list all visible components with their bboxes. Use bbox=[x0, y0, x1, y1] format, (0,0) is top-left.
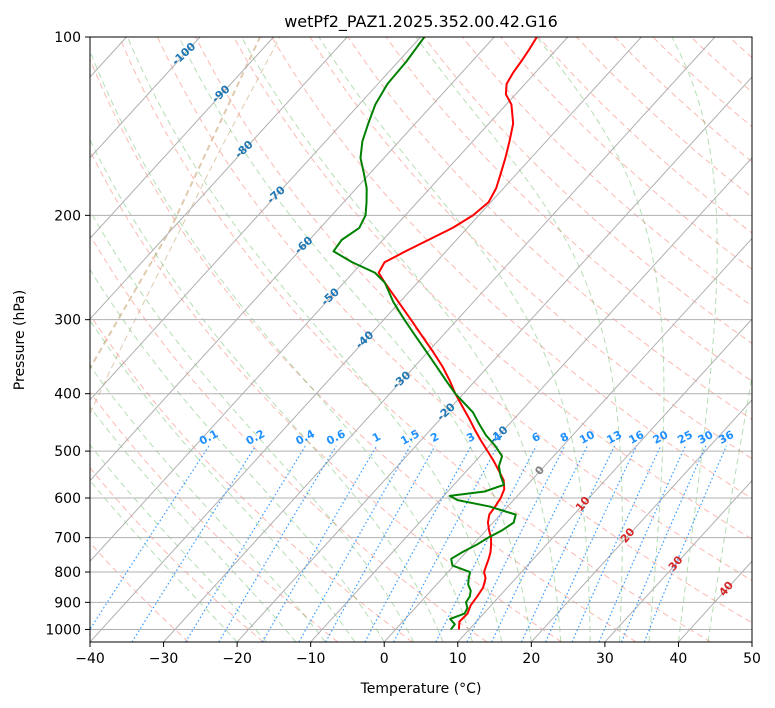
grid-layer bbox=[90, 37, 752, 642]
decorative-arc bbox=[90, 37, 261, 371]
isotherm-grid-line bbox=[604, 479, 752, 642]
mixing-ratio-line bbox=[131, 445, 257, 642]
isotherm-grid-line bbox=[90, 37, 495, 482]
isotherm-grid-line bbox=[163, 37, 716, 642]
y-tick-label: 100 bbox=[54, 30, 81, 46]
mixing-ratio-line bbox=[325, 445, 436, 642]
dry-adiabat-line bbox=[90, 149, 562, 642]
isotherm-grid-line bbox=[310, 156, 752, 642]
mixing-ratio-line bbox=[620, 445, 707, 642]
x-tick-label: 50 bbox=[743, 651, 761, 667]
mixing-ratio-line bbox=[261, 445, 378, 642]
dry-adiabat-line bbox=[90, 391, 339, 642]
mixing-ratio-line bbox=[90, 445, 210, 631]
x-tick-label: −30 bbox=[149, 651, 179, 667]
mixing-ratio-line bbox=[218, 445, 337, 642]
mixing-ratio-line bbox=[185, 445, 307, 642]
axes-layer: −40 −30 −20 −10 0 10 20 30 40 50 1000 900 800 700 600 5… bbox=[45, 30, 761, 667]
mixing-ratio-label: 36 bbox=[716, 428, 736, 447]
x-tick-label: −20 bbox=[222, 651, 252, 667]
dry-adiabat-line bbox=[233, 37, 752, 540]
moist-adiabat-line bbox=[127, 37, 503, 642]
mixing-ratio-label: 13 bbox=[605, 428, 625, 447]
isotherm-grid-line bbox=[90, 37, 422, 401]
y-tick-label: 800 bbox=[54, 565, 81, 581]
dry-adiabat-line bbox=[119, 37, 712, 642]
isotherm-grid-line bbox=[457, 318, 752, 642]
chart-title: wetPf2_PAZ1.2025.352.00.42.G16 bbox=[284, 12, 558, 32]
data-layer bbox=[332, 37, 538, 631]
moist-adiabat-line bbox=[318, 37, 591, 642]
dry-adiabat-line bbox=[195, 37, 752, 582]
y-tick-label: 500 bbox=[54, 444, 81, 460]
isotherm-grid-line bbox=[90, 37, 569, 563]
dewpoint-line bbox=[332, 37, 517, 631]
moist-adiabat-line bbox=[707, 373, 752, 642]
moist-adiabat-line bbox=[90, 479, 238, 642]
plot-frame bbox=[89, 36, 753, 643]
x-tick-label: 30 bbox=[596, 651, 614, 667]
isotherm-grid-line bbox=[530, 399, 752, 642]
y-tick-label: 700 bbox=[54, 531, 81, 547]
y-axis-label: Pressure (hPa) bbox=[12, 290, 28, 390]
mixing-ratio-line bbox=[466, 445, 566, 642]
moist-adiabat-line bbox=[90, 406, 297, 642]
isotherm-grid-line bbox=[90, 37, 201, 159]
dry-adiabat-line bbox=[90, 313, 413, 642]
y-tick-label: 600 bbox=[54, 491, 81, 507]
x-tick-label: 0 bbox=[380, 651, 389, 667]
moist-adiabat-line bbox=[90, 319, 356, 642]
moist-adiabat-line bbox=[90, 138, 444, 642]
x-axis-label: Temperature (°C) bbox=[360, 681, 482, 697]
mixing-ratio-label: 20 bbox=[651, 428, 671, 447]
dry-adiabat-line bbox=[90, 57, 637, 642]
x-tick-label: −40 bbox=[75, 651, 105, 667]
moist-adiabat-line bbox=[415, 37, 623, 642]
isotherm-grid-line bbox=[236, 76, 752, 642]
y-tick-label: 200 bbox=[54, 208, 81, 224]
x-tick-label: 20 bbox=[522, 651, 540, 667]
x-tick-label: −10 bbox=[296, 651, 326, 667]
moist-adiabat-line bbox=[90, 364, 326, 642]
dry-adiabat-line bbox=[157, 37, 752, 624]
moist-adiabat-line bbox=[536, 37, 665, 642]
mixing-ratio-label: 30 bbox=[696, 428, 716, 447]
dry-adiabat-line bbox=[500, 37, 752, 270]
mixing-ratio-line bbox=[435, 445, 537, 642]
moist-adiabat-line bbox=[90, 444, 267, 642]
y-tick-label: 300 bbox=[54, 313, 81, 329]
y-tick-label: 1000 bbox=[45, 622, 81, 638]
dry-adiabat-line bbox=[347, 37, 752, 421]
dry-adiabat-line bbox=[271, 37, 752, 500]
mixing-ratio-line bbox=[491, 445, 588, 642]
moist-adiabat-line bbox=[178, 37, 532, 642]
mixing-ratio-label: 10 bbox=[577, 428, 597, 447]
dry-adiabat-line bbox=[538, 37, 752, 234]
temperature-line bbox=[377, 37, 538, 630]
dry-adiabat-line bbox=[385, 37, 752, 382]
y-tick-label: 900 bbox=[54, 595, 81, 611]
isotherm-grid-line bbox=[90, 37, 274, 240]
isotherm-grid-line bbox=[90, 37, 348, 320]
x-tick-label: 40 bbox=[670, 651, 688, 667]
mixing-ratio-line bbox=[598, 445, 686, 642]
moist-adiabat-line bbox=[241, 37, 562, 642]
isotherm-grid-line bbox=[90, 37, 642, 642]
moist-adiabat-line bbox=[90, 268, 385, 642]
x-tick-label: 10 bbox=[449, 651, 467, 667]
moist-adiabat-line bbox=[90, 49, 473, 642]
mixing-ratio-label: 25 bbox=[675, 428, 695, 447]
moist-adiabat-line bbox=[90, 209, 415, 642]
moist-adiabat-line bbox=[671, 37, 718, 642]
isotherm-grid-line bbox=[383, 237, 752, 642]
mixing-ratio-label: 16 bbox=[627, 428, 647, 447]
y-tick-label: 400 bbox=[54, 387, 81, 403]
